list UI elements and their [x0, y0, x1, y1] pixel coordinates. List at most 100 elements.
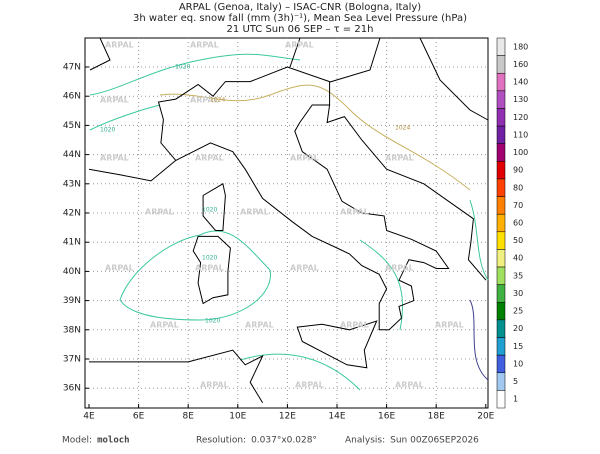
colorbar-swatch: [496, 108, 506, 127]
colorbar-label: 30: [513, 289, 523, 298]
colorbar-swatch: [496, 372, 506, 391]
colorbar-label: 50: [513, 236, 523, 245]
watermark: ARPAL: [340, 208, 369, 217]
colorbar-swatch: [496, 125, 506, 144]
lon-label: 12E: [279, 412, 296, 422]
header-line: 3h water eq. snow fall (mm (3h)⁻¹), Mean…: [133, 13, 467, 24]
contour: [89, 104, 161, 131]
watermark: ARPAL: [245, 321, 274, 330]
contour: [239, 353, 361, 391]
lat-label: 45N: [63, 121, 81, 131]
header-line: 21 UTC Sun 06 SEP – τ = 21h: [227, 24, 374, 35]
lon-label: 4E: [83, 412, 95, 422]
lon-label: 20E: [477, 412, 494, 422]
watermark: ARPAL: [105, 41, 134, 50]
contour-label: 1024: [395, 125, 410, 132]
colorbar-swatch: [496, 143, 506, 162]
sardinia: [192, 235, 231, 305]
border: [157, 66, 331, 161]
lat-label: 37N: [63, 355, 81, 365]
colorbar-label: 90: [513, 166, 523, 175]
sicily: [296, 320, 378, 369]
colorbar-label: 130: [513, 95, 528, 104]
contour-label: 1024: [210, 97, 225, 104]
watermark: ARPAL: [150, 321, 179, 330]
lat-label: 47N: [63, 63, 81, 73]
colorbar-swatch: [496, 213, 506, 233]
colorbar-swatch: [496, 390, 506, 409]
colorbar-label: 40: [513, 254, 523, 263]
colorbar-swatch: [496, 302, 506, 321]
colorbar-label: 120: [513, 113, 528, 122]
footer-value: moloch: [97, 436, 130, 446]
lat-label: 39N: [63, 296, 81, 306]
colorbar-swatch: [496, 90, 506, 109]
colorbar-label: 5: [513, 377, 518, 386]
contour: [469, 299, 489, 381]
corsica: [202, 183, 226, 231]
colorbar-swatch: [496, 337, 506, 356]
watermark: ARPAL: [290, 264, 319, 273]
border: [89, 37, 489, 121]
lat-label: 38N: [63, 325, 81, 335]
watermark: ARPAL: [190, 41, 219, 50]
footer-value: Sun 00Z06SEP2026: [390, 436, 479, 446]
footer-label: Analysis:: [345, 436, 385, 446]
watermark: ARPAL: [145, 208, 174, 217]
lon-label: 6E: [133, 412, 145, 422]
colorbar-label: 20: [513, 324, 523, 333]
lat-label: 42N: [63, 209, 81, 219]
contour-label: 1020: [202, 207, 217, 214]
watermark: ARPAL: [240, 208, 269, 217]
lat-label: 41N: [63, 238, 81, 248]
lat-label: 46N: [63, 92, 81, 102]
contour-label: 1020: [100, 127, 115, 134]
france-coast: [88, 160, 177, 182]
watermark: ARPAL: [290, 154, 319, 163]
watermark: ARPAL: [385, 154, 414, 163]
colorbar-label: 180: [513, 42, 528, 51]
colorbar-label: 25: [513, 307, 523, 316]
colorbar-swatch: [496, 231, 506, 250]
watermark: ARPAL: [340, 321, 369, 330]
colorbar-swatch: [496, 161, 506, 180]
contour-label: 1020: [202, 255, 217, 262]
watermark: ARPAL: [200, 381, 229, 390]
colorbar-label: 160: [513, 60, 528, 69]
contour: [359, 239, 404, 331]
lon-label: 18E: [428, 412, 445, 422]
watermark: ARPAL: [100, 96, 129, 105]
lat-label: 36N: [63, 384, 81, 394]
colorbar-swatch: [496, 284, 506, 303]
contour: [469, 199, 489, 281]
watermark: ARPAL: [295, 381, 324, 390]
header-line: ARPAL (Genoa, Italy) – ISAC-CNR (Bologna…: [179, 2, 421, 13]
colorbar-label: 110: [513, 130, 528, 139]
colorbar-label: 10: [513, 359, 523, 368]
watermark: ARPAL: [195, 264, 224, 273]
watermark: ARPAL: [105, 264, 134, 273]
watermark: ARPAL: [435, 321, 464, 330]
contour-label: 1020: [205, 318, 220, 325]
graticule: [85, 38, 488, 408]
lon-label: 16E: [378, 412, 395, 422]
colorbar-swatch: [496, 266, 506, 285]
map-frame: [84, 37, 489, 409]
lat-label: 44N: [63, 150, 81, 160]
contour-label: 1020: [175, 64, 190, 71]
contour: [159, 84, 471, 191]
colorbar-label: 100: [513, 148, 528, 157]
colorbar-swatch: [496, 178, 506, 197]
watermark: ARPAL: [100, 154, 129, 163]
lon-label: 8E: [182, 412, 194, 422]
contour: [89, 53, 301, 96]
colorbar-label: 70: [513, 201, 523, 210]
colorbar-label: 35: [513, 271, 523, 280]
colorbar-label: 15: [513, 342, 523, 351]
lat-label: 40N: [63, 267, 81, 277]
lat-label: 43N: [63, 179, 81, 189]
coastline: [175, 104, 487, 331]
lon-label: 10E: [229, 412, 246, 422]
watermark: ARPAL: [395, 381, 424, 390]
